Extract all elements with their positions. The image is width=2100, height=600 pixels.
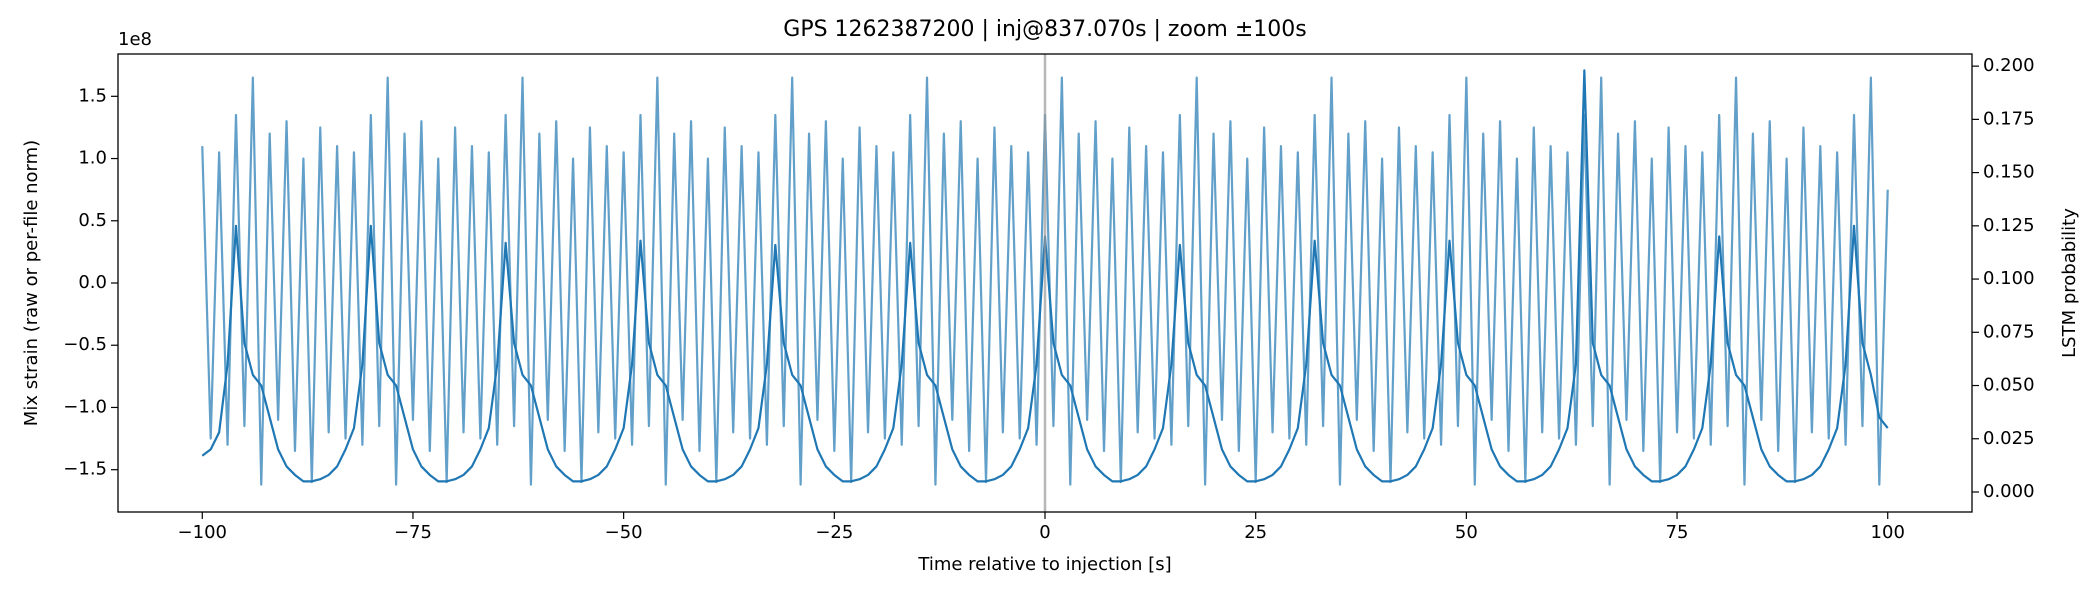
y-tick-label: −0.5 — [63, 334, 107, 355]
y2-tick-label: 0.025 — [1983, 428, 2035, 449]
y2-tick-label: 0.175 — [1983, 108, 2035, 129]
x-tick-label: 0 — [1039, 522, 1050, 543]
y2-tick-label: 0.150 — [1983, 162, 2035, 183]
y2-tick-label: 0.075 — [1983, 321, 2035, 342]
y2-tick-label: 0.200 — [1983, 55, 2035, 76]
x-tick-label: 75 — [1666, 522, 1689, 543]
x-tick-label: −25 — [815, 522, 853, 543]
x-tick-label: 25 — [1244, 522, 1267, 543]
y-offset-label: 1e8 — [118, 29, 152, 50]
y-tick-label: 1.5 — [78, 85, 107, 106]
y2-tick-label: 0.100 — [1983, 268, 2035, 289]
x-axis-label: Time relative to injection [s] — [917, 554, 1171, 575]
y-tick-label: 0.5 — [78, 210, 107, 231]
y-tick-label: −1.5 — [63, 459, 107, 480]
y-axis-label: Mix strain (raw or per-file norm) — [21, 140, 42, 426]
y2-axis-label: LSTM probability — [2059, 208, 2080, 358]
y-tick-label: −1.0 — [63, 396, 107, 417]
x-tick-label: −50 — [605, 522, 643, 543]
x-tick-label: 50 — [1455, 522, 1478, 543]
x-tick-label: −75 — [394, 522, 432, 543]
chart-title: GPS 1262387200 | inj@837.070s | zoom ±10… — [783, 17, 1306, 42]
y2-tick-label: 0.125 — [1983, 215, 2035, 236]
x-tick-label: −100 — [178, 522, 227, 543]
y2-tick-label: 0.050 — [1983, 375, 2035, 396]
y2-tick-label: 0.000 — [1983, 481, 2035, 502]
x-tick-label: 100 — [1871, 522, 1905, 543]
y-tick-label: 0.0 — [78, 272, 107, 293]
y-tick-label: 1.0 — [78, 148, 107, 169]
